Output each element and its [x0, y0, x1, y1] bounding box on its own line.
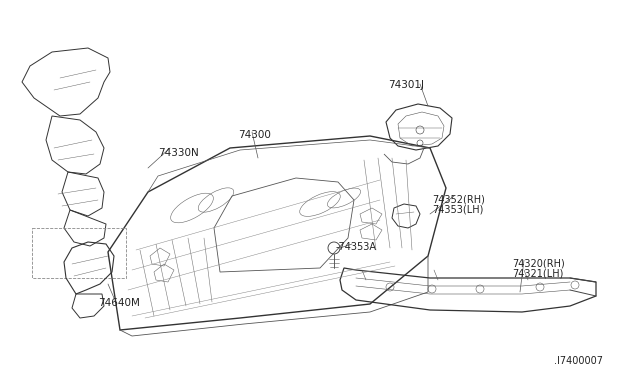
Text: .I7400007: .I7400007: [554, 356, 603, 366]
Text: 74353(LH): 74353(LH): [432, 204, 483, 214]
Text: 74301J: 74301J: [388, 80, 424, 90]
Text: 74640M: 74640M: [98, 298, 140, 308]
Text: 74330N: 74330N: [158, 148, 199, 158]
Text: 74320(RH): 74320(RH): [512, 258, 564, 268]
Text: 74300: 74300: [238, 130, 271, 140]
Text: 74352(RH): 74352(RH): [432, 194, 485, 204]
Text: -74353A: -74353A: [336, 242, 377, 252]
Text: 74321(LH): 74321(LH): [512, 268, 563, 278]
